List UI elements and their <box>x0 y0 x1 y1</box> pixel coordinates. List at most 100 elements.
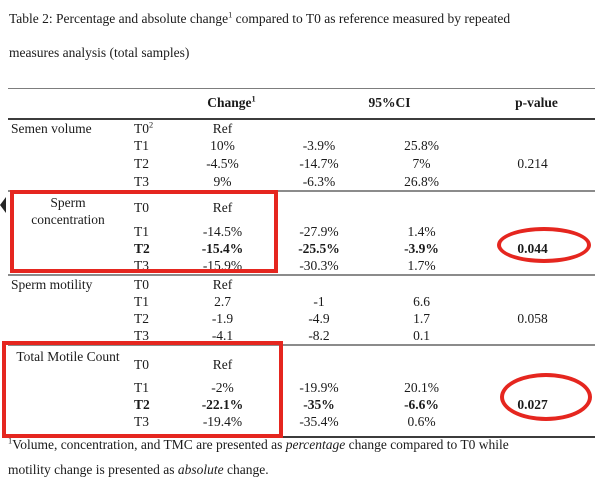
cell-ci-low: -1 <box>313 293 325 309</box>
cell-ci-low <box>265 119 373 137</box>
cell-ci-high: 25.8% <box>404 137 439 153</box>
column-header-ci: 95%CI <box>265 89 470 119</box>
parameter-name: Semen volume <box>11 120 92 136</box>
footnote-superscript: 1 <box>8 436 13 446</box>
cell-timepoint: T0 <box>134 199 149 215</box>
cell-ci-low <box>265 345 373 379</box>
cell-ci-high: 1.7% <box>407 257 436 273</box>
parameter-label: Sperm motility <box>8 275 128 345</box>
cell-change: -4.1 <box>211 327 234 343</box>
cell-pvalue <box>470 327 595 345</box>
cell-change: 2.7 <box>214 293 231 309</box>
footnote-text: motility change is presented as <box>8 461 178 477</box>
section-total-motile-count: Total Motile Count T0 Ref T1 -2% -19.9% … <box>8 344 596 437</box>
table-row: T2 -1.9 -4.9 1.7 0.058 <box>8 310 595 327</box>
footnote-italic-word: percentage <box>285 437 346 452</box>
cell-timepoint: T1 <box>134 379 149 395</box>
table-row: T1 2.7 -1 6.6 <box>8 293 595 310</box>
cell-pvalue-significant: 0.027 <box>517 396 548 412</box>
cell-timepoint: T1 <box>134 137 149 153</box>
cell-pvalue: 0.058 <box>517 310 548 326</box>
caption-line-2: measures analysis (total samples) <box>9 36 593 70</box>
caption-text: measures analysis (total samples) <box>9 45 190 60</box>
table-footnote: 1Volume, concentration, and TMC are pres… <box>8 433 594 482</box>
cell-ci-high: 7% <box>412 155 431 171</box>
cell-change: -22.1% <box>201 396 244 412</box>
cell-change: Ref <box>212 356 233 372</box>
cell-pvalue <box>470 223 595 240</box>
cell-ci-low: -30.3% <box>299 257 339 273</box>
parameter-name: Sperm motility <box>11 276 93 292</box>
cell-change: -15.9% <box>202 257 243 273</box>
footnote-text: change. <box>223 461 269 477</box>
cell-change: -14.5% <box>202 223 243 239</box>
cell-pvalue <box>470 119 595 137</box>
cell-ci-high: 1.4% <box>407 223 436 239</box>
table-header: Change1 95%CI p-value <box>8 89 596 119</box>
cell-change: 10% <box>210 137 235 153</box>
cell-ci-low: -25.5% <box>298 240 340 256</box>
results-table: Change1 95%CI p-value Semen volume T02 R… <box>8 88 596 438</box>
table-row: T1 -14.5% -27.9% 1.4% <box>8 223 595 240</box>
caption-text: compared to T0 as reference measured by … <box>232 11 511 26</box>
cell-ci-high <box>373 191 470 223</box>
cell-change: Ref <box>212 276 233 292</box>
cell-pvalue <box>470 173 595 191</box>
cell-ci-low: -6.3% <box>302 173 336 189</box>
cell-timepoint: T2 <box>134 396 150 412</box>
cell-ci-high: 0.6% <box>407 413 436 429</box>
footnote-text: change compared to T0 while <box>345 437 509 452</box>
cell-timepoint: T0 <box>134 356 149 372</box>
cell-timepoint: T2 <box>134 310 149 326</box>
table-row-highlighted: T2 -22.1% -35% -6.6% 0.027 <box>8 396 595 413</box>
header-empty <box>8 89 128 119</box>
table-row: T3 -19.4% -35.4% 0.6% <box>8 413 595 437</box>
caption-text: Table 2: Percentage and absolute change <box>9 11 229 26</box>
table-row: T2 -4.5% -14.7% 7% 0.214 <box>8 155 595 173</box>
cell-ci-low: -14.7% <box>299 155 339 171</box>
cell-ci-high: -3.9% <box>404 240 439 256</box>
cell-pvalue <box>470 191 595 223</box>
cell-ci-high: 1.7 <box>413 310 430 326</box>
parameter-label: Semen volume <box>8 119 128 191</box>
cell-change: Ref <box>212 120 233 136</box>
change-label: Change <box>207 95 252 111</box>
cell-ci-low: -19.9% <box>299 379 339 395</box>
cell-timepoint: T02 <box>128 119 180 137</box>
parameter-label: Sperm concentration <box>8 191 128 275</box>
header-row: Change1 95%CI p-value <box>8 89 595 119</box>
section-sperm-concentration: Sperm concentration T0 Ref T1 -14.5% -27… <box>8 190 596 275</box>
timepoint-superscript: 2 <box>149 120 154 129</box>
table-row: T1 -2% -19.9% 20.1% <box>8 379 595 396</box>
cell-timepoint: T1 <box>134 223 149 239</box>
section-sperm-motility: Sperm motility T0 Ref T1 2.7 -1 6.6 T2 -… <box>8 274 596 345</box>
cell-ci-low: -35% <box>303 396 335 412</box>
cell-change: -1.9 <box>211 310 234 326</box>
parameter-name: Total Motile Count <box>16 348 120 364</box>
caption-line-1: Table 2: Percentage and absolute change1… <box>9 2 593 36</box>
cell-ci-high: -6.6% <box>404 396 439 412</box>
cell-timepoint: T0 <box>134 276 149 292</box>
cell-pvalue-significant: 0.044 <box>517 240 548 256</box>
cell-ci-low <box>265 275 373 293</box>
cell-ci-low <box>265 191 373 223</box>
header-empty <box>128 89 180 119</box>
table-row: T3 -4.1 -8.2 0.1 <box>8 327 595 345</box>
cell-change: 9% <box>213 173 232 189</box>
table-row: Sperm concentration T0 Ref <box>8 191 595 227</box>
table-row: T1 10% -3.9% 25.8% <box>8 137 595 155</box>
cell-pvalue <box>470 293 595 310</box>
left-margin-triangle-icon <box>0 197 6 213</box>
cell-ci-high <box>373 275 470 293</box>
table-row: Total Motile Count T0 Ref <box>8 345 595 379</box>
cell-ci-low: -3.9% <box>302 137 336 153</box>
cell-change: -4.5% <box>206 155 239 171</box>
cell-pvalue <box>470 137 595 155</box>
cell-timepoint: T3 <box>134 257 149 273</box>
cell-ci-low: -4.9 <box>308 310 330 326</box>
table-row: Semen volume T02 Ref <box>8 119 595 137</box>
cell-change: -19.4% <box>202 413 243 429</box>
cell-timepoint: T3 <box>134 173 149 189</box>
footnote-line-2: motility change is presented as absolute… <box>8 458 594 483</box>
